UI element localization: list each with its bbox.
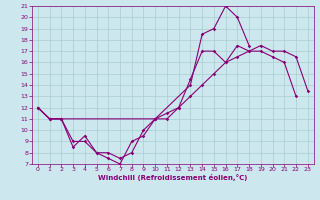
X-axis label: Windchill (Refroidissement éolien,°C): Windchill (Refroidissement éolien,°C) <box>98 174 247 181</box>
